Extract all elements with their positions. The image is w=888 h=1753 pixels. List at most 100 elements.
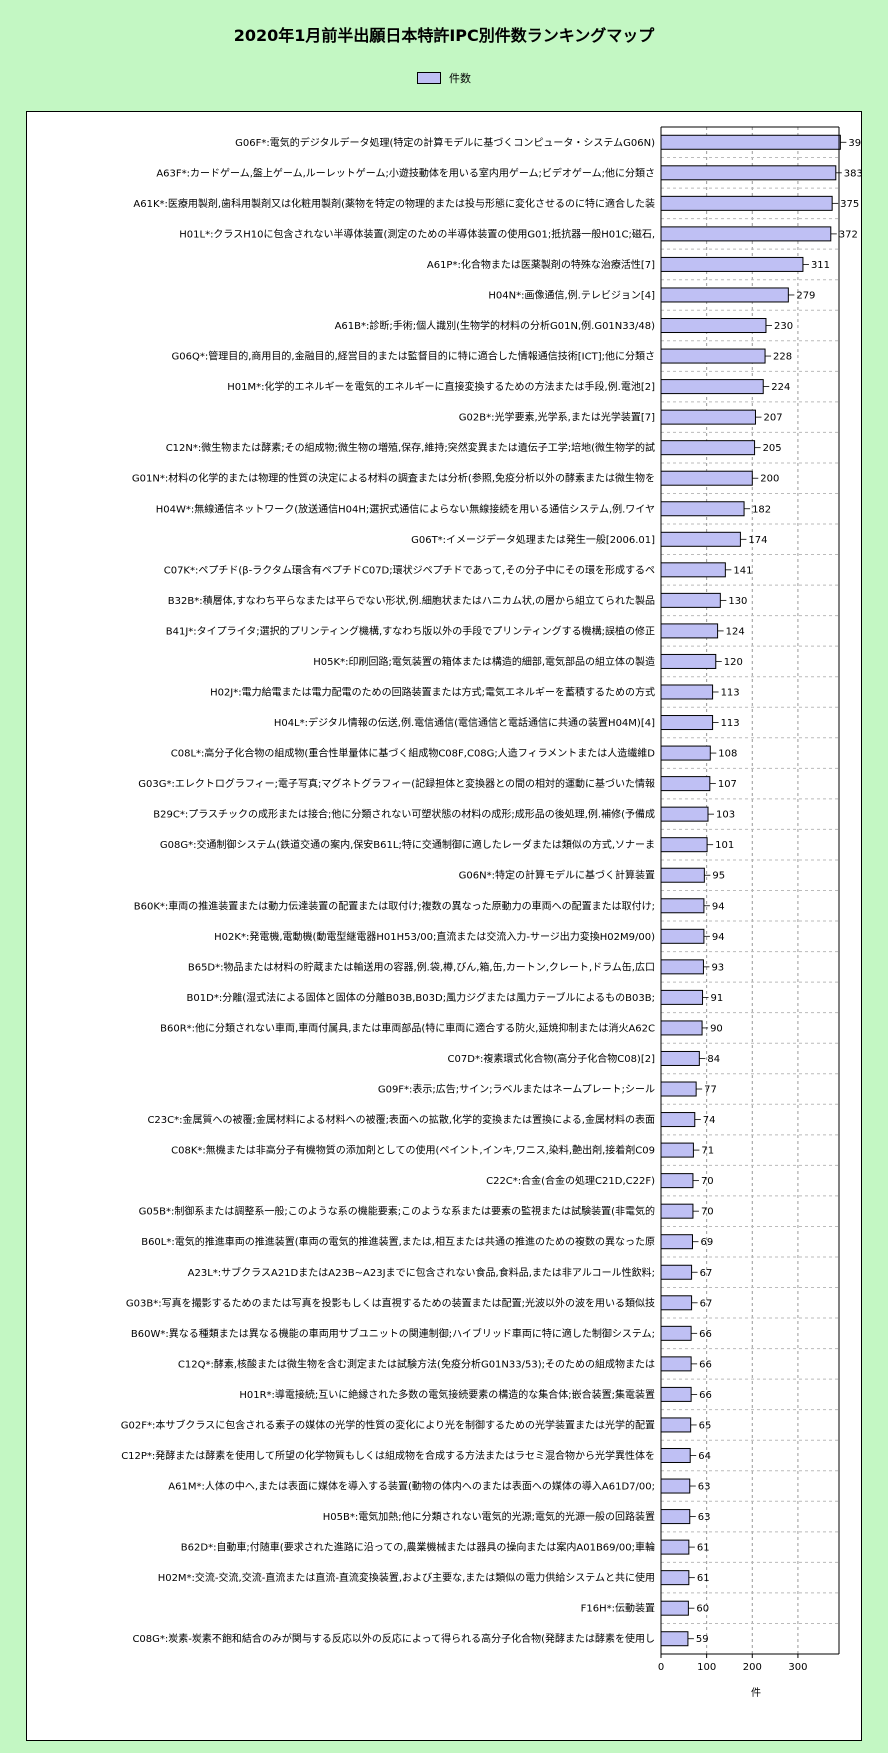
value-label: 63 [698,1512,711,1523]
value-label: 383 [844,168,861,179]
x-axis-label: 件 [751,1687,761,1699]
value-label: 130 [728,596,747,607]
category-label: B60K*:車両の推進装置または動力伝達装置の配置または取付け;複数の異なった原… [134,899,655,912]
bar [660,1173,694,1189]
value-label: 205 [763,443,782,454]
category-label: G02B*:光学要素,光学系,または光学装置[7] [459,411,655,424]
bar [660,1325,692,1341]
bar [660,256,804,272]
category-label: G06N*:特定の計算モデルに基づく計算装置 [459,869,655,882]
bar [660,1264,693,1280]
value-label: 70 [701,1207,714,1218]
value-label: 67 [700,1268,713,1279]
category-label: H02K*:発電機,電動機(動電型継電器H01H53/00;直流または交流入力-… [214,930,655,943]
value-label: 61 [697,1543,710,1554]
category-label: C22C*:合金(合金の処理C21D,C22F) [486,1174,655,1187]
value-label: 113 [721,687,740,698]
bar [660,592,721,608]
category-label: B01D*:分離(湿式法による固体と固体の分離B03B,B03D;風力ジグまたは… [187,991,655,1004]
category-label: A63F*:カードゲーム,盤上ゲーム,ルーレットゲーム;小遊技動体を用いる室内用… [156,166,655,179]
value-label: 64 [698,1451,711,1462]
category-label: C23C*:金属質への被覆;金属材料による材料への被覆;表面への拡散,化学的変換… [147,1113,655,1126]
bar [660,1600,689,1616]
category-label: G09F*:表示;広告;サイン;ラベルまたはネームプレート;シール [378,1083,655,1096]
bar [660,867,705,883]
bar [660,409,756,425]
value-label: 113 [721,718,740,729]
bar [660,1142,694,1158]
category-label: H05K*:印刷回路;電気装置の箱体または構造的細部,電気部品の組立体の製造 [313,655,655,668]
category-label: H02M*:交流-交流,交流-直流または直流-直流変換装置,および主要な,または… [158,1571,655,1584]
bar [660,653,717,669]
category-label: B29C*:プラスチックの成形または接合;他に分類されない可塑状態の材料の成形;… [153,808,655,821]
category-labels: G06F*:電気的デジタルデータ処理(特定の計算モデルに基づくコンピュータ・シス… [121,136,655,1645]
bar [660,898,705,914]
bar [660,623,719,639]
bar [660,531,741,547]
category-label: F16H*:伝動装置 [581,1602,655,1615]
bar [660,1447,691,1463]
value-label: 101 [715,840,734,851]
category-label: G08G*:交通制御システム(鉄道交通の案内,保安B61L;特に交通制御に適した… [160,838,655,851]
bar [660,195,833,211]
category-label: C08K*:無機または非高分子有機物質の添加剤としての使用(ペイント,インキ,ワ… [171,1144,655,1157]
bar [660,1234,693,1250]
bar [660,745,711,761]
bar [660,1050,700,1066]
chart-panel: G06F*:電気的デジタルデータ処理(特定の計算モデルに基づくコンピュータ・シス… [26,111,862,1741]
value-label: 107 [718,779,737,790]
bar [660,1539,690,1555]
value-label: 94 [712,901,725,912]
category-label: C12N*:微生物または酵素;その組成物;微生物の増殖,保存,維持;突然変異また… [166,441,655,454]
category-label: H05B*:電気加熱;他に分類されない電気的光源;電気的光源一般の回路装置 [323,1510,655,1523]
bar-chart: G06F*:電気的デジタルデータ処理(特定の計算モデルに基づくコンピュータ・シス… [121,126,861,1699]
value-labels: 393 383 375 372 311 279 230 228 224 207 205 200 182 1… [687,138,861,1645]
bar [660,1631,689,1647]
category-label: G06Q*:管理目的,商用目的,金融目的,経営目的または監督目的に特に適合した情… [172,350,655,363]
category-label: G02F*:本サブクラスに包含される素子の媒体の光学的性質の変化により光を制御す… [121,1418,655,1431]
legend: 件数 [0,70,888,86]
value-label: 69 [700,1237,713,1248]
bar [660,928,705,944]
category-label: C08G*:炭素-炭素不飽和結合のみが関与する反応以外の反応によって得られる高分… [132,1632,655,1645]
category-label: C12P*:発酵または酵素を使用して所望の化学物質もしくは組成物を合成する方法ま… [121,1449,655,1462]
legend-swatch [417,72,441,84]
category-label: G03B*:写真を撮影するためのまたは写真を投影もしくは直視するための装置または… [126,1296,655,1309]
category-label: G06F*:電気的デジタルデータ処理(特定の計算モデルに基づくコンピュータ・シス… [235,136,655,149]
value-label: 228 [773,352,792,363]
bar [660,1570,690,1586]
value-label: 95 [712,871,725,882]
bar [660,806,709,822]
x-axis: 0 100 200 300 [658,126,840,1673]
bar [660,379,764,395]
bar [660,989,704,1005]
category-label: C12Q*:酵素,核酸または微生物を含む測定または試験方法(免疫分析G01N33… [178,1357,655,1370]
category-label: B41J*:タイプライタ;選択的プリンティング機構,すなわち版以外の手段でプリン… [166,624,655,637]
value-label: 103 [716,810,735,821]
category-label: A61P*:化合物または医薬製剤の特殊な治療活性[7] [427,258,655,271]
value-label: 70 [701,1176,714,1187]
category-label: G01N*:材料の化学的または物理的性質の決定による材料の調査または分析(参照,… [132,472,655,485]
x-tick-label: 200 [743,1662,762,1673]
category-label: A23L*:サブクラスA21DまたはA23B~A23Jまでに包含されない食品,食… [188,1266,655,1279]
x-tick-label: 100 [697,1662,716,1673]
category-label: A61K*:医療用製剤,歯科用製剤又は化粧用製剤(薬物を特定の物理的または投与形… [133,197,655,210]
value-label: 60 [696,1604,709,1615]
bar [660,837,708,853]
bar [660,440,756,456]
bar [660,470,753,486]
value-label: 372 [839,229,858,240]
category-label: A61M*:人体の中へ,または表面に媒体を導入する装置(動物の体内へのまたは表面… [168,1480,655,1493]
category-label: C08L*:高分子化合物の組成物(重合性単量体に基づく組成物C08F,C08G;… [171,747,656,760]
category-label: H04W*:無線通信ネットワーク(放送通信H04H;選択式通信によらない無線接続… [156,502,655,515]
value-label: 124 [726,626,745,637]
category-label: B32B*:積層体,すなわち平らなまたは平らでない形状,例.細胞状またはハニカム… [168,594,655,607]
bar [660,1386,692,1402]
bar [660,776,711,792]
bar [660,318,767,334]
bar [660,1020,703,1036]
value-label: 61 [697,1573,710,1584]
x-tick-label: 0 [658,1662,664,1673]
value-label: 77 [704,1085,717,1096]
value-label: 66 [699,1359,712,1370]
